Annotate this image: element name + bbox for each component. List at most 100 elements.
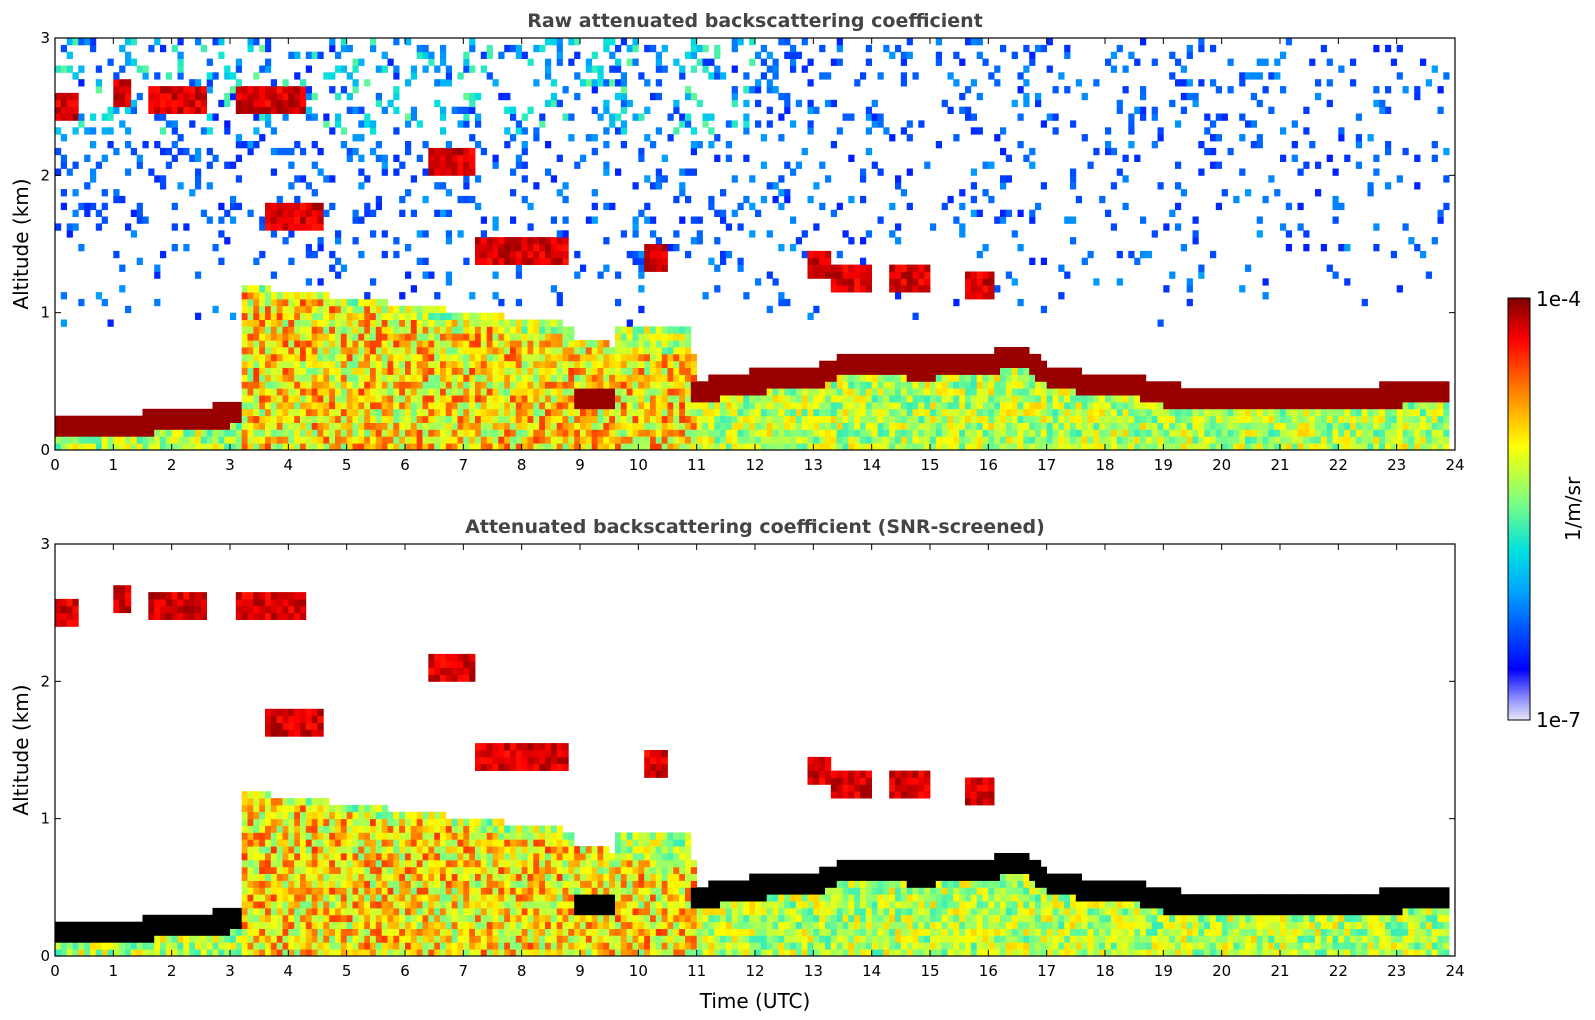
heatmap-cell <box>270 347 277 355</box>
heatmap-cell <box>906 401 913 410</box>
heatmap-cell <box>766 395 773 403</box>
heatmap-cell <box>702 401 709 410</box>
heatmap-cell <box>597 374 604 382</box>
heatmap-cell <box>1280 388 1287 396</box>
heatmap-cell <box>1046 422 1053 430</box>
heatmap-cell <box>125 436 132 444</box>
heatmap-cell <box>1052 86 1059 94</box>
heatmap-cell <box>329 360 336 368</box>
heatmap-cell <box>125 106 132 114</box>
heatmap-cell <box>1379 408 1386 417</box>
heatmap-cell <box>247 408 254 417</box>
heatmap-cell <box>521 443 528 450</box>
heatmap-cell <box>801 388 808 396</box>
heatmap-cell <box>1180 429 1187 437</box>
heatmap-cell <box>1361 298 1368 307</box>
heatmap-cell <box>300 422 307 430</box>
heatmap-cell <box>1087 422 1094 430</box>
heatmap-cell <box>597 353 604 362</box>
heatmap-cell <box>568 395 575 403</box>
heatmap-cell <box>253 395 260 403</box>
heatmap-cell <box>241 333 248 341</box>
heatmap-cell <box>924 367 931 375</box>
heatmap-cell <box>317 422 324 430</box>
heatmap-cell <box>556 415 563 423</box>
heatmap-cell <box>743 154 750 162</box>
heatmap-cell <box>165 120 172 128</box>
heatmap-cell <box>1081 381 1088 389</box>
heatmap-cell <box>714 381 721 389</box>
heatmap-cell <box>504 250 511 259</box>
heatmap-cell <box>335 360 342 368</box>
heatmap-cell <box>673 99 680 108</box>
heatmap-cell <box>801 374 808 382</box>
heatmap-cell <box>1040 429 1047 437</box>
heatmap-cell <box>95 65 102 73</box>
heatmap-cell <box>1000 182 1007 190</box>
heatmap-cell <box>1046 113 1053 121</box>
heatmap-cell <box>848 278 855 286</box>
heatmap-cell <box>603 374 610 382</box>
x-tick-label: 19 <box>1154 456 1173 474</box>
heatmap-cell <box>375 422 382 430</box>
heatmap-cell <box>871 415 878 423</box>
heatmap-cell <box>340 429 347 437</box>
heatmap-cell <box>381 388 388 396</box>
heatmap-cell <box>84 202 91 211</box>
heatmap-cell <box>282 326 289 334</box>
heatmap-cell <box>1315 429 1322 437</box>
heatmap-cell <box>451 388 458 396</box>
heatmap-cell <box>288 305 295 314</box>
heatmap-cell <box>620 347 627 355</box>
heatmap-cell <box>305 395 312 403</box>
heatmap-cell <box>247 388 254 396</box>
heatmap-cell <box>667 326 674 334</box>
heatmap-cell <box>195 168 202 176</box>
heatmap-cell <box>469 319 476 327</box>
heatmap-cell <box>1157 429 1164 437</box>
heatmap-cell <box>539 250 546 259</box>
heatmap-cell <box>591 79 598 87</box>
heatmap-cell <box>381 298 388 307</box>
heatmap-cell <box>871 161 878 169</box>
heatmap-cell <box>154 271 161 279</box>
heatmap-cell <box>871 99 878 108</box>
heatmap-cell <box>1443 202 1450 211</box>
heatmap-cell <box>1215 134 1222 142</box>
heatmap-cell <box>790 51 797 59</box>
heatmap-cell <box>597 381 604 389</box>
heatmap-cell <box>918 264 925 272</box>
heatmap-cell <box>475 388 482 396</box>
heatmap-cell <box>218 436 225 444</box>
heatmap-cell <box>1116 408 1123 417</box>
heatmap-cell <box>148 99 155 108</box>
heatmap-cell <box>615 347 622 355</box>
heatmap-cell <box>1425 429 1432 437</box>
heatmap-cell <box>370 230 377 238</box>
heatmap-cell <box>247 326 254 334</box>
heatmap-cell <box>708 195 715 204</box>
heatmap-cell <box>492 257 499 265</box>
heatmap-cell <box>947 106 954 114</box>
heatmap-cell <box>235 79 242 87</box>
heatmap-cell <box>889 436 896 444</box>
heatmap-cell <box>1035 92 1042 101</box>
heatmap-cell <box>749 422 756 430</box>
heatmap-cell <box>533 340 540 348</box>
heatmap-cell <box>352 395 359 403</box>
heatmap-cell <box>1017 422 1024 430</box>
heatmap-cell <box>1000 367 1007 375</box>
heatmap-cell <box>533 360 540 368</box>
heatmap-cell <box>679 401 686 410</box>
heatmap-cell <box>282 223 289 231</box>
heatmap-cell <box>941 381 948 389</box>
heatmap-cell <box>370 381 377 389</box>
heatmap-cell <box>953 415 960 423</box>
heatmap-cell <box>358 312 365 320</box>
heatmap-cell <box>340 436 347 444</box>
heatmap-cell <box>860 237 867 245</box>
heatmap-cell <box>399 319 406 327</box>
heatmap-cell <box>515 326 522 334</box>
heatmap-cell <box>906 51 913 59</box>
heatmap-cell <box>976 422 983 430</box>
